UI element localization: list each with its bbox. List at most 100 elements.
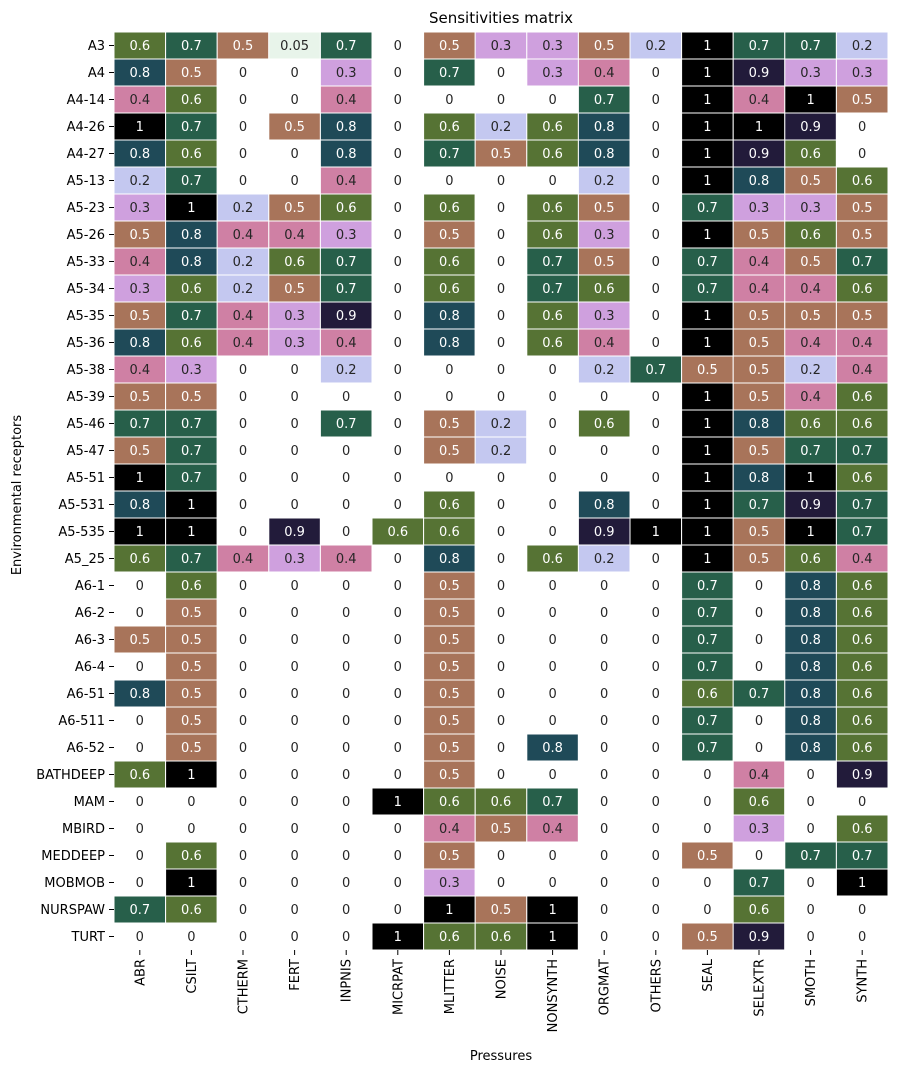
heatmap-cell [216, 868, 270, 897]
x-tick-label: NONSYNTH [546, 959, 561, 1032]
heatmap-cell [629, 490, 683, 519]
heatmap-cell [216, 544, 270, 573]
cell-value-label: 0 [394, 363, 402, 378]
heatmap-cell [681, 166, 734, 195]
cell-value-label: 0 [136, 606, 144, 621]
heatmap-cell [629, 328, 683, 357]
heatmap-cell [577, 895, 631, 924]
cell-value-label: 0 [652, 498, 660, 513]
cell-value-label: 0 [652, 579, 660, 594]
cell-value-label: 1 [703, 66, 711, 81]
y-tick-label: A5-46 [67, 417, 105, 432]
heatmap-cell [681, 382, 734, 411]
heatmap-cell [835, 652, 889, 681]
cell-value-label: 0.4 [336, 93, 357, 108]
cell-value-label: 0 [342, 903, 350, 918]
cell-value-label: 0.8 [800, 660, 821, 675]
cell-value-label: 0.8 [181, 255, 202, 270]
heatmap-cell [577, 625, 631, 654]
cell-value-label: 1 [548, 930, 556, 945]
heatmap-cell [268, 58, 321, 87]
cell-value-label: 0.3 [800, 66, 821, 81]
cell-value-label: 0 [600, 687, 608, 702]
cell-value-label: 0.6 [439, 120, 460, 135]
cell-value-label: 0.2 [233, 201, 254, 216]
cell-value-label: 0 [239, 606, 247, 621]
cell-value-label: 0.3 [491, 39, 512, 54]
cell-value-label: 0 [497, 66, 505, 81]
cell-value-label: 0 [136, 849, 144, 864]
cell-value-label: 0.5 [749, 525, 770, 540]
cell-value-label: 0 [342, 768, 350, 783]
heatmap-cell [216, 733, 270, 762]
cell-value-label: 0.8 [129, 66, 150, 81]
cell-value-label: 0.6 [387, 525, 408, 540]
cell-value-label: 0 [600, 444, 608, 459]
cell-value-label: 0 [394, 876, 402, 891]
heatmap-cell [423, 463, 476, 492]
x-tick-label: SEAL [701, 958, 716, 991]
heatmap-cell [577, 31, 631, 60]
cell-value-label: 0.4 [800, 336, 821, 351]
heatmap-cell [423, 193, 476, 222]
heatmap-cell [371, 193, 425, 222]
cell-value-label: 0.6 [181, 579, 202, 594]
cell-value-label: 0 [652, 660, 660, 675]
cell-value-label: 0 [858, 903, 866, 918]
cell-value-label: 0.7 [800, 39, 821, 54]
cell-value-label: 0.6 [852, 471, 873, 486]
heatmap-cell [371, 490, 425, 519]
cell-value-label: 0.4 [439, 822, 460, 837]
cell-value-label: 0.8 [129, 687, 150, 702]
y-tick-label: BATHDEEP [36, 768, 105, 783]
heatmap-cell [474, 409, 528, 438]
cell-value-label: 0 [239, 714, 247, 729]
cell-value-label: 0.3 [336, 66, 357, 81]
cell-value-label: 0 [445, 471, 453, 486]
cell-value-label: 0 [394, 255, 402, 270]
heatmap-cell [371, 625, 425, 654]
heatmap-cell [319, 436, 373, 465]
cell-value-label: 0 [652, 282, 660, 297]
cell-value-label: 0.3 [284, 336, 305, 351]
cell-value-label: 1 [136, 525, 144, 540]
heatmap-cell [216, 247, 270, 276]
heatmap-cell [835, 868, 889, 897]
heatmap-cell [526, 193, 579, 222]
cell-value-label: 0 [239, 390, 247, 405]
y-tick-label: NURSPAW [40, 903, 105, 918]
heatmap-cell [113, 355, 167, 384]
y-tick-label: A6-4 [75, 660, 105, 675]
heatmap-cell [474, 31, 528, 60]
y-tick-label: MBIRD [62, 822, 105, 837]
cell-value-label: 0.8 [129, 336, 150, 351]
heatmap-cell [474, 571, 528, 600]
heatmap-cell [216, 922, 270, 951]
cell-value-label: 0.5 [439, 687, 460, 702]
cell-value-label: 0 [806, 795, 814, 810]
cell-value-label: 0 [342, 606, 350, 621]
cell-value-label: 1 [806, 471, 814, 486]
heatmap-cell [577, 733, 631, 762]
cell-value-label: 0 [239, 633, 247, 648]
heatmap-cell [784, 328, 837, 357]
cell-value-label: 0 [548, 417, 556, 432]
heatmap-cell [835, 571, 889, 600]
cell-value-label: 0 [290, 876, 298, 891]
cell-value-label: 0 [652, 795, 660, 810]
cell-value-label: 0 [600, 390, 608, 405]
heatmap-cell [577, 760, 631, 789]
cell-value-label: 0.5 [181, 633, 202, 648]
heatmap-cell [319, 895, 373, 924]
cell-value-label: 0 [342, 849, 350, 864]
cell-value-label: 0 [703, 903, 711, 918]
cell-value-label: 0 [342, 579, 350, 594]
cell-value-label: 0.7 [697, 660, 718, 675]
heatmap-cell [577, 652, 631, 681]
cell-value-label: 0.9 [749, 147, 770, 162]
cell-value-label: 1 [703, 147, 711, 162]
cell-value-label: 0 [342, 876, 350, 891]
cell-value-label: 0 [342, 795, 350, 810]
cell-value-label: 0.6 [594, 417, 615, 432]
cell-value-label: 0.9 [800, 120, 821, 135]
